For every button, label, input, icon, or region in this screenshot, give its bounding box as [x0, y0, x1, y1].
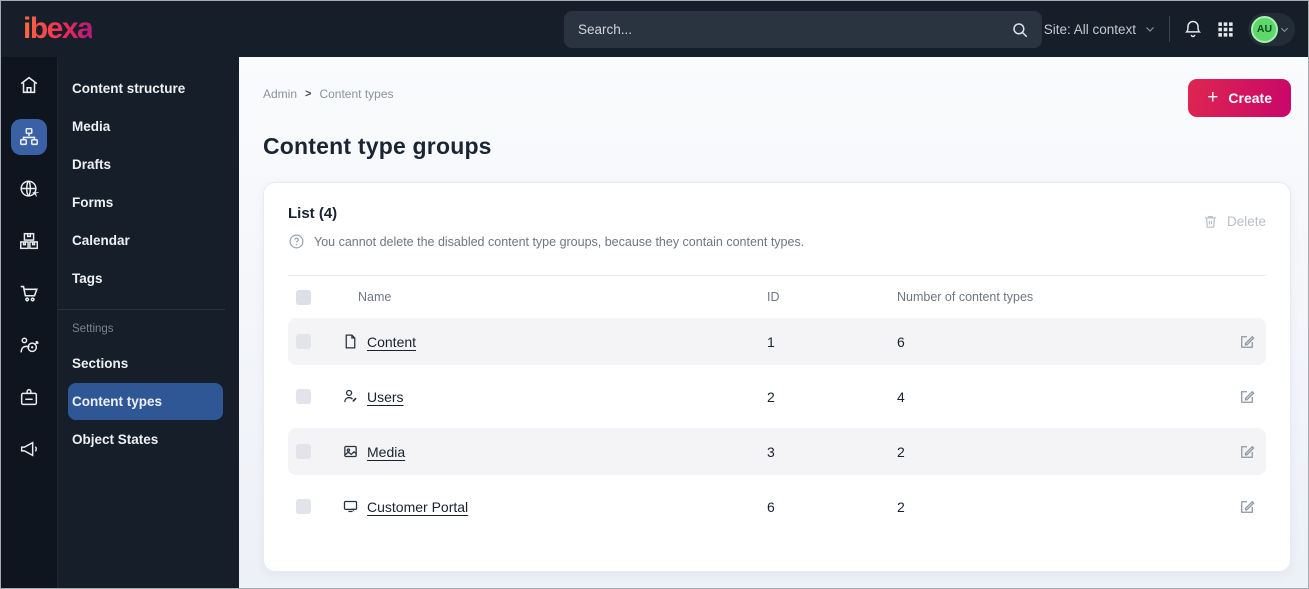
trash-icon [1202, 213, 1219, 230]
breadcrumb: Admin > Content types [263, 79, 394, 101]
list-help-text: You cannot delete the disabled content t… [314, 234, 805, 249]
group-id: 3 [767, 443, 775, 460]
table-header-row: Name ID Number of content types [288, 276, 1266, 318]
top-bar: ibexa Site: All context [1, 1, 1308, 57]
table-row: Content 1 6 [288, 318, 1266, 365]
column-header-id: ID [767, 290, 780, 304]
cart-icon[interactable] [11, 275, 47, 311]
site-context-label: Site: All context [1043, 21, 1136, 37]
sidebar-item-calendar[interactable]: Calendar [72, 233, 130, 248]
section-sidebar: Content structure Media Drafts Forms Cal… [57, 57, 239, 588]
sidebar-section-label: Settings [72, 323, 114, 335]
chevron-down-icon [1144, 23, 1156, 35]
group-id: 1 [767, 333, 775, 350]
sidebar-item-forms[interactable]: Forms [72, 195, 114, 210]
group-link[interactable]: Media [367, 443, 406, 460]
content-type-groups-card: List (4) You cannot delete the disabled … [263, 182, 1291, 572]
search-icon[interactable] [1011, 21, 1029, 39]
content-structure-icon[interactable] [11, 119, 47, 155]
group-id: 6 [767, 498, 775, 515]
group-count: 2 [897, 498, 905, 515]
row-checkbox[interactable] [296, 389, 311, 404]
group-id: 2 [767, 388, 775, 405]
create-button[interactable]: + Create [1188, 79, 1291, 117]
group-count: 4 [897, 388, 905, 405]
table-divider [288, 275, 1266, 276]
edit-icon[interactable] [1238, 388, 1256, 406]
list-title: List (4) [288, 205, 338, 222]
breadcrumb-separator: > [305, 88, 312, 100]
sidebar-item-sections[interactable]: Sections [72, 356, 129, 371]
sidebar-item-object-states[interactable]: Object States [72, 432, 159, 447]
edit-icon[interactable] [1238, 333, 1256, 351]
edit-icon[interactable] [1238, 498, 1256, 516]
group-link[interactable]: Content [367, 333, 417, 350]
personalization-target-icon[interactable] [11, 327, 47, 363]
column-header-name: Name [358, 290, 392, 304]
home-icon[interactable] [11, 67, 47, 103]
sidebar-item-content-structure[interactable]: Content structure [72, 81, 186, 96]
group-count: 6 [897, 333, 905, 350]
storage-icon[interactable] [11, 223, 47, 259]
megaphone-icon[interactable] [11, 431, 47, 467]
row-checkbox[interactable] [296, 499, 311, 514]
chevron-down-icon [1279, 24, 1290, 35]
global-search [564, 11, 1042, 48]
column-header-count: Number of content types [897, 290, 1034, 304]
main-nav-rail [1, 57, 57, 588]
file-icon [342, 333, 359, 350]
topbar-right-cluster: Site: All context AU [1018, 12, 1308, 46]
edit-icon[interactable] [1238, 443, 1256, 461]
site-globe-icon[interactable] [11, 171, 47, 207]
row-checkbox[interactable] [296, 444, 311, 459]
monitor-icon [342, 498, 359, 515]
table-row: Media 3 2 [288, 428, 1266, 475]
row-checkbox[interactable] [296, 334, 311, 349]
create-button-label: Create [1228, 90, 1272, 106]
user-menu[interactable]: AU [1248, 12, 1295, 46]
topbar-divider [1169, 16, 1170, 42]
breadcrumb-content-types: Content types [319, 87, 394, 101]
table-row: Customer Portal 6 2 [288, 483, 1266, 530]
delete-button[interactable]: Delete [1202, 213, 1266, 230]
ibexa-logo: ibexa [23, 12, 94, 45]
avatar: AU [1251, 15, 1278, 43]
group-link[interactable]: Customer Portal [367, 498, 469, 515]
sidebar-divider [58, 309, 225, 310]
sidebar-item-content-types[interactable]: Content types [68, 383, 223, 420]
main-content: Admin > Content types + Create Content t… [239, 57, 1308, 588]
sidebar-item-media[interactable]: Media [72, 119, 111, 134]
group-link[interactable]: Users [367, 388, 404, 405]
help-icon [288, 233, 305, 250]
app-grid-icon[interactable] [1216, 20, 1235, 39]
notifications-bell-icon[interactable] [1183, 19, 1203, 39]
user-icon [342, 388, 359, 405]
page-title: Content type groups [263, 133, 492, 159]
admin-badge-icon[interactable] [11, 379, 47, 415]
sidebar-item-drafts[interactable]: Drafts [72, 157, 112, 172]
search-input[interactable] [564, 22, 1011, 37]
delete-button-label: Delete [1226, 214, 1266, 229]
sidebar-item-tags[interactable]: Tags [72, 271, 103, 286]
plus-icon: + [1207, 86, 1219, 108]
select-all-checkbox[interactable] [296, 289, 311, 305]
table-row: Users 2 4 [288, 373, 1266, 420]
breadcrumb-admin[interactable]: Admin [263, 87, 298, 101]
image-icon [342, 443, 359, 460]
group-count: 2 [897, 443, 905, 460]
